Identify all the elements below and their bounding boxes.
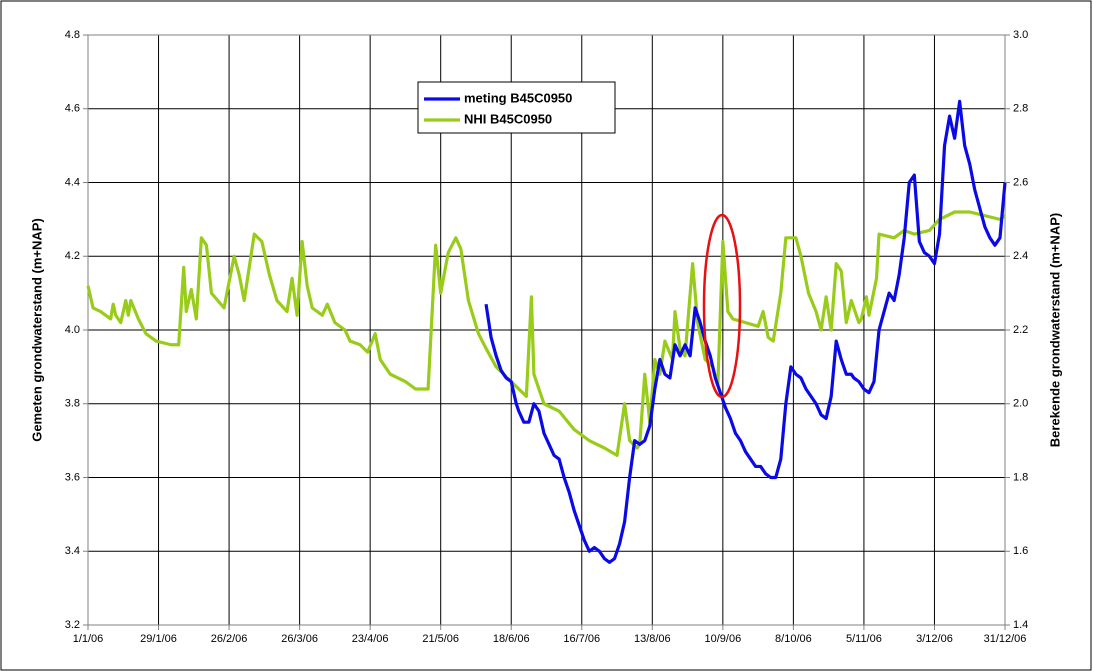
x-tick-label: 26/2/06 <box>211 633 248 645</box>
y2-tick-label: 2.2 <box>1013 324 1028 336</box>
x-tick-label: 13/8/06 <box>634 633 671 645</box>
legend: meting B45C0950 NHI B45C0950 <box>417 81 616 134</box>
y-tick-label: 4.4 <box>65 176 80 188</box>
y2-tick-label: 2.8 <box>1013 103 1028 115</box>
y-axis-title: Gemeten grondwaterstand (m+NAP) <box>29 218 44 442</box>
y2-tick-label: 1.4 <box>1013 619 1028 631</box>
y2-axis-title: Berekende grondwaterstand (m+NAP) <box>1047 213 1062 447</box>
y2-tick-label: 2.0 <box>1013 398 1028 410</box>
legend-box <box>417 81 616 134</box>
x-tick-label: 23/4/06 <box>352 633 389 645</box>
x-tick-label: 26/3/06 <box>281 633 318 645</box>
x-tick-label: 18/6/06 <box>493 633 530 645</box>
y2-tick-label: 1.8 <box>1013 471 1028 483</box>
legend-text: meting B45C0950 <box>464 90 572 105</box>
highlight-ellipse <box>702 213 742 399</box>
series-line <box>484 99 1007 564</box>
y-tick-label: 4.0 <box>65 324 80 336</box>
y-tick-label: 3.2 <box>65 619 80 631</box>
legend-text: NHI B45C0950 <box>464 111 552 126</box>
y2-tick-label: 1.6 <box>1013 545 1028 557</box>
x-tick-label: 8/10/06 <box>775 633 812 645</box>
x-tick-label: 21/5/06 <box>422 633 459 645</box>
y-tick-label: 3.6 <box>65 471 80 483</box>
y2-tick-label: 3.0 <box>1013 29 1028 41</box>
x-tick-label: 29/1/06 <box>140 633 177 645</box>
y-tick-label: 4.2 <box>65 250 80 262</box>
x-tick-label: 1/1/06 <box>73 633 104 645</box>
y-tick-label: 4.8 <box>65 29 80 41</box>
x-tick-label: 3/12/06 <box>916 633 953 645</box>
y-tick-label: 4.6 <box>65 103 80 115</box>
y2-tick-label: 2.6 <box>1013 176 1028 188</box>
lines <box>86 99 1007 564</box>
x-tick-label: 16/7/06 <box>563 633 600 645</box>
y-tick-label: 3.4 <box>65 545 80 557</box>
x-tick-label: 10/9/06 <box>704 633 741 645</box>
series-line <box>86 210 1006 457</box>
x-tick-label: 5/11/06 <box>846 633 882 645</box>
y2-tick-label: 2.4 <box>1013 250 1028 262</box>
x-tick-label: 31/12/06 <box>984 633 1027 645</box>
y-tick-label: 3.8 <box>65 398 80 410</box>
